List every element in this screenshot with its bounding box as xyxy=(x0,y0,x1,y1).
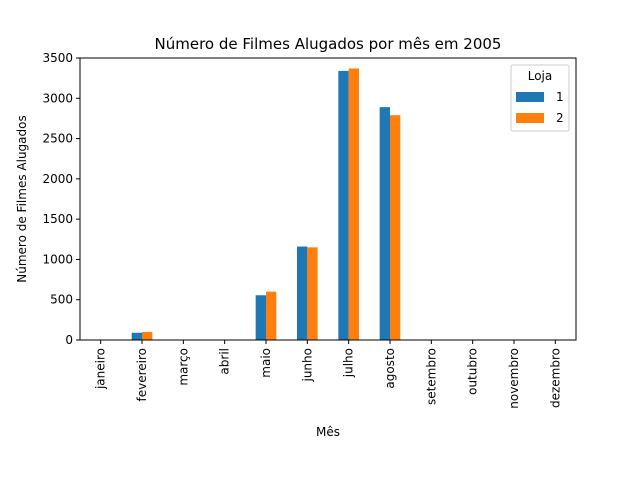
legend-swatch-loja-1 xyxy=(516,92,544,102)
y-tick-label: 0 xyxy=(65,333,73,347)
bar-junho-loja-1 xyxy=(297,246,308,340)
plot-frame xyxy=(79,57,577,341)
y-tick-label: 3000 xyxy=(42,91,73,105)
x-tick-label-janeiro: janeiro xyxy=(94,348,108,390)
x-tick-label-outubro: outubro xyxy=(466,348,480,395)
y-tick-label: 3500 xyxy=(42,51,73,65)
bar-fevereiro-loja-1 xyxy=(131,332,142,340)
y-tick-label: 2000 xyxy=(42,172,73,186)
x-tick-label-junho: junho xyxy=(300,348,314,383)
legend-swatch-loja-2 xyxy=(516,113,544,123)
x-tick-label-março: março xyxy=(176,348,190,386)
bar-maio-loja-2 xyxy=(266,291,277,340)
legend-label-loja-1: 1 xyxy=(556,90,564,104)
legend: Loja 12 xyxy=(510,64,570,132)
y-axis-label: Número de Filmes Alugados xyxy=(15,115,29,282)
y-tick-label: 500 xyxy=(50,293,73,307)
y-tick-label: 2500 xyxy=(42,132,73,146)
x-tick-label-abril: abril xyxy=(218,348,232,375)
legend-items: 12 xyxy=(516,90,564,125)
chart-title: Número de Filmes Alugados por mês em 200… xyxy=(155,35,502,53)
x-tick-label-maio: maio xyxy=(259,348,273,378)
x-axis: janeiro fevereiro março abril maio junho julho… xyxy=(94,340,562,409)
bar-maio-loja-1 xyxy=(255,295,266,340)
y-tick-label: 1000 xyxy=(42,252,73,266)
bar-agosto-loja-2 xyxy=(390,115,401,340)
y-axis: 0 500 1000 1500 2000 2500 3000 3500 xyxy=(42,51,80,347)
bars-group xyxy=(131,68,401,341)
bar-agosto-loja-1 xyxy=(379,107,390,340)
x-tick-label-agosto: agosto xyxy=(383,348,397,389)
x-tick-label-julho: julho xyxy=(342,348,356,378)
bar-fevereiro-loja-2 xyxy=(142,331,153,340)
x-tick-label-fevereiro: fevereiro xyxy=(135,348,149,402)
y-tick-label: 1500 xyxy=(42,212,73,226)
bar-junho-loja-2 xyxy=(307,247,318,340)
bar-julho-loja-1 xyxy=(338,70,349,341)
bar-julho-loja-2 xyxy=(348,68,359,340)
legend-title: Loja xyxy=(528,69,553,83)
x-tick-label-setembro: setembro xyxy=(424,348,438,405)
x-axis-label: Mês xyxy=(316,425,340,439)
x-tick-label-novembro: novembro xyxy=(507,348,521,409)
x-tick-label-dezembro: dezembro xyxy=(548,348,562,408)
legend-label-loja-2: 2 xyxy=(556,111,564,125)
